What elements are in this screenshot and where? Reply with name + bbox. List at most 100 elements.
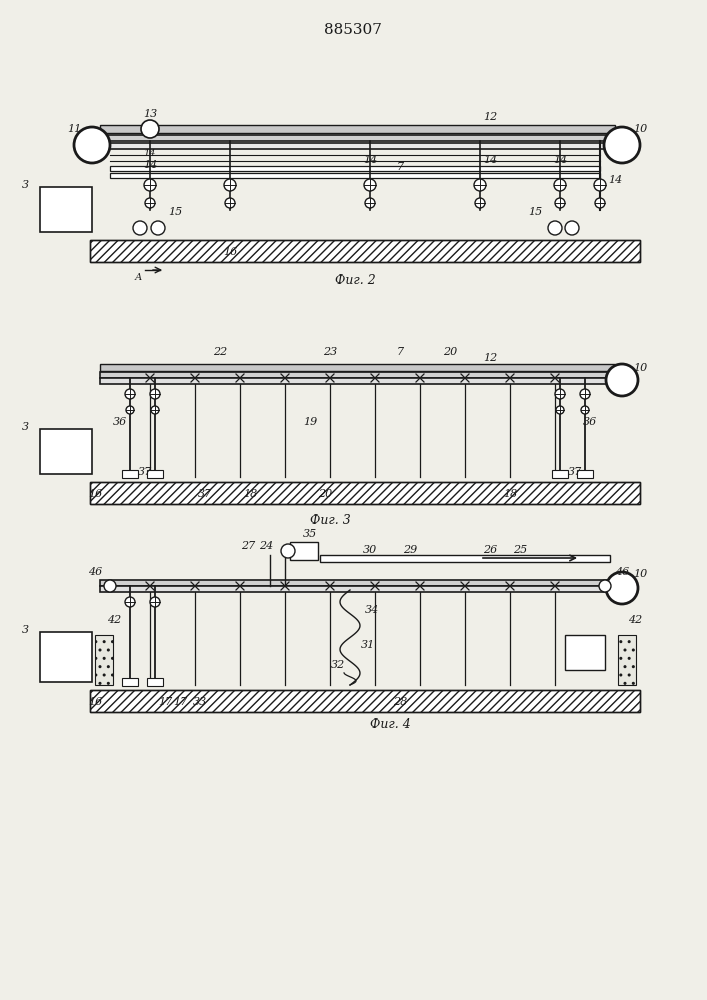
Text: 10: 10 — [633, 569, 647, 579]
Bar — [90, 690, 640, 712]
Circle shape — [144, 179, 156, 191]
Circle shape — [599, 580, 611, 592]
Circle shape — [606, 364, 638, 396]
Circle shape — [145, 198, 155, 208]
Bar — [100, 586, 610, 592]
Circle shape — [74, 127, 110, 163]
Circle shape — [151, 406, 159, 414]
Bar — [577, 470, 593, 478]
Circle shape — [475, 198, 485, 208]
Bar — [100, 125, 615, 133]
Text: 885307: 885307 — [324, 23, 382, 37]
Bar — [100, 378, 610, 384]
Circle shape — [554, 179, 566, 191]
Text: 29: 29 — [403, 545, 417, 555]
Text: 10: 10 — [633, 124, 647, 134]
Circle shape — [365, 198, 375, 208]
Circle shape — [104, 580, 116, 592]
Text: 20: 20 — [318, 489, 332, 499]
Circle shape — [556, 406, 564, 414]
Circle shape — [126, 406, 134, 414]
Text: 46: 46 — [88, 567, 102, 577]
Circle shape — [133, 221, 147, 235]
Bar — [565, 635, 605, 670]
Text: 17: 17 — [158, 697, 172, 707]
Circle shape — [141, 120, 159, 138]
Text: 7: 7 — [397, 347, 404, 357]
Bar — [147, 470, 163, 478]
Circle shape — [151, 221, 165, 235]
Text: 31: 31 — [361, 640, 375, 650]
Circle shape — [474, 179, 486, 191]
Text: А: А — [134, 273, 141, 282]
Circle shape — [581, 406, 589, 414]
Text: 3: 3 — [21, 625, 28, 635]
Text: 37: 37 — [198, 489, 212, 499]
Text: 36: 36 — [113, 417, 127, 427]
Text: 26: 26 — [483, 545, 497, 555]
Text: 37: 37 — [568, 467, 582, 477]
Circle shape — [125, 597, 135, 607]
Bar — [100, 364, 615, 371]
Bar — [40, 632, 92, 682]
Text: 18: 18 — [503, 489, 517, 499]
Bar — [110, 166, 600, 171]
Text: 46: 46 — [615, 567, 629, 577]
Bar — [95, 635, 113, 685]
Text: 17: 17 — [173, 697, 187, 707]
Text: 15: 15 — [168, 207, 182, 217]
Circle shape — [225, 198, 235, 208]
Text: 42: 42 — [628, 615, 642, 625]
Bar — [90, 690, 640, 712]
Circle shape — [548, 221, 562, 235]
Text: 22: 22 — [213, 347, 227, 357]
Bar — [40, 187, 92, 232]
Circle shape — [594, 179, 606, 191]
Text: 18: 18 — [243, 489, 257, 499]
Circle shape — [281, 544, 295, 558]
Text: Фиг. 3: Фиг. 3 — [310, 514, 351, 526]
Bar — [320, 555, 610, 562]
Text: 25: 25 — [513, 545, 527, 555]
Text: 42: 42 — [107, 615, 121, 625]
Bar — [552, 470, 568, 478]
Text: 33: 33 — [193, 697, 207, 707]
Bar — [122, 470, 138, 478]
Circle shape — [150, 389, 160, 399]
Circle shape — [555, 389, 565, 399]
Text: 12: 12 — [483, 112, 497, 122]
Text: 32: 32 — [331, 660, 345, 670]
Circle shape — [580, 389, 590, 399]
Text: 12: 12 — [483, 353, 497, 363]
Text: 36: 36 — [583, 417, 597, 427]
Circle shape — [125, 389, 135, 399]
Text: 10: 10 — [633, 363, 647, 373]
Bar — [90, 240, 640, 262]
Text: 11: 11 — [67, 124, 81, 134]
Text: 14: 14 — [363, 155, 377, 165]
Text: 14: 14 — [143, 160, 157, 170]
Bar — [147, 678, 163, 686]
Circle shape — [364, 179, 376, 191]
Bar — [618, 635, 636, 685]
Text: 14: 14 — [608, 175, 622, 185]
Bar — [90, 482, 640, 504]
Circle shape — [224, 179, 236, 191]
Text: 20: 20 — [443, 347, 457, 357]
Bar — [90, 240, 640, 262]
Text: 3: 3 — [21, 180, 28, 190]
Circle shape — [595, 198, 605, 208]
Text: 16: 16 — [223, 247, 237, 257]
Text: 14: 14 — [483, 155, 497, 165]
Text: 13: 13 — [143, 109, 157, 119]
Bar — [100, 372, 610, 378]
Text: 35: 35 — [303, 529, 317, 539]
Circle shape — [606, 572, 638, 604]
Text: 24: 24 — [259, 541, 273, 551]
Text: 37: 37 — [138, 467, 152, 477]
Bar — [122, 678, 138, 686]
Text: 19: 19 — [303, 417, 317, 427]
Bar — [40, 429, 92, 474]
Circle shape — [565, 221, 579, 235]
Text: 28: 28 — [393, 697, 407, 707]
